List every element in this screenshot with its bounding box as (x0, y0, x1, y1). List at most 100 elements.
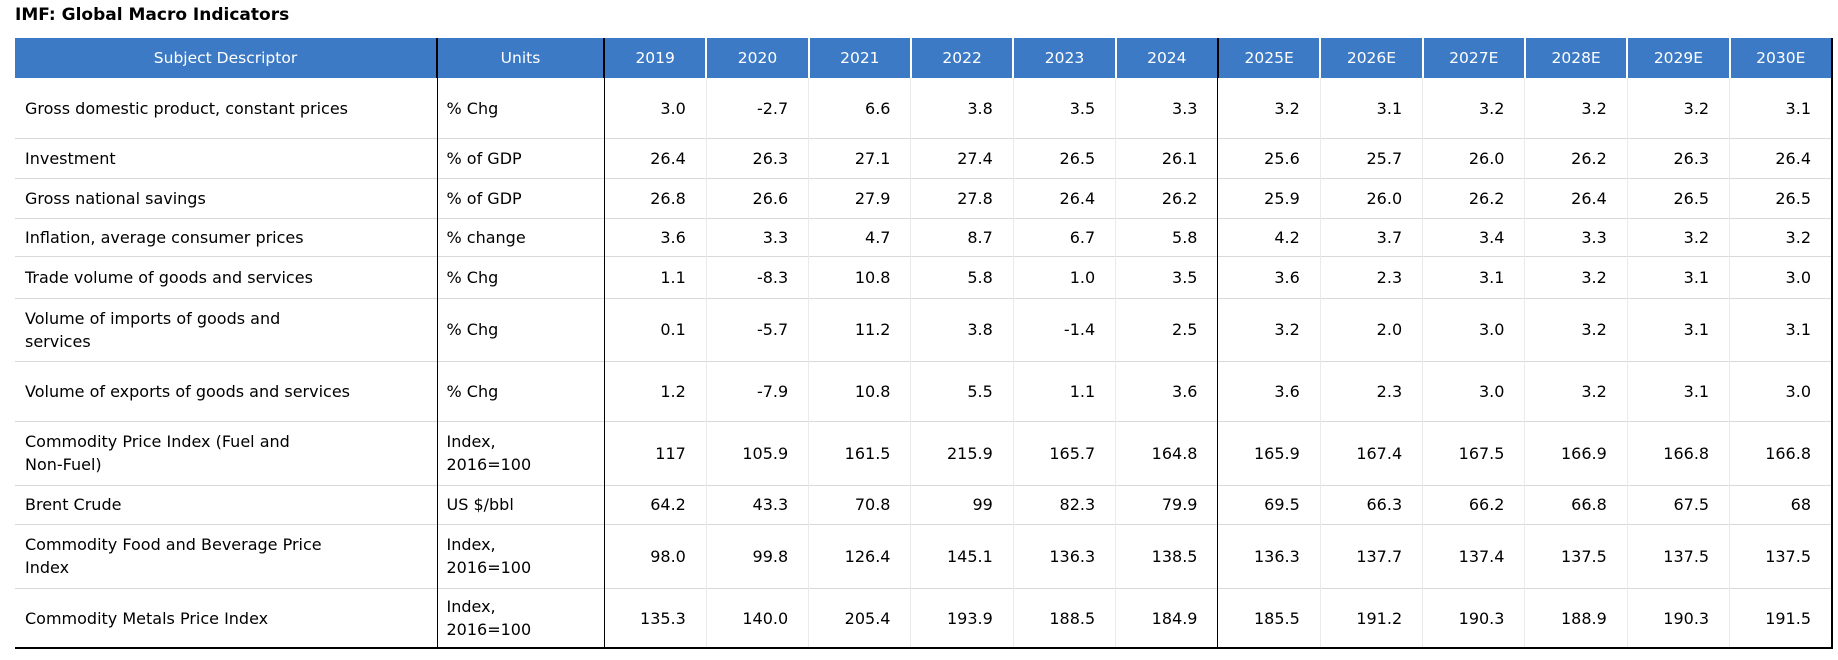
cell-value: 1.0 (1012, 255, 1116, 299)
cell-value: 184.9 (1115, 587, 1218, 649)
row-units: % Chg (436, 360, 604, 422)
cell-value: -2.7 (705, 78, 809, 139)
cell-value: 3.2 (1524, 297, 1628, 362)
cell-value: 1.2 (603, 360, 707, 422)
cell-value: 10.8 (808, 360, 911, 422)
cell-value: 140.0 (705, 587, 809, 649)
cell-value: 165.9 (1217, 420, 1321, 486)
units-label: Index, 2016=100 (446, 432, 532, 475)
units-label: % of GDP (446, 188, 522, 208)
row-descriptor: Volume of exports of goods and services (15, 360, 437, 422)
cell-value: 0.1 (603, 297, 707, 362)
units-label: % Chg (446, 267, 499, 287)
cell-value: 25.6 (1217, 137, 1321, 179)
cell-value: 117 (603, 420, 707, 486)
cell-value: 82.3 (1012, 484, 1116, 525)
cell-value: 3.0 (1422, 297, 1525, 362)
cell-value: 26.1 (1115, 137, 1218, 179)
cell-value: 79.9 (1115, 484, 1218, 525)
row-units: % of GDP (436, 177, 604, 219)
cell-value: 3.2 (1626, 78, 1730, 139)
row-units: % Chg (436, 297, 604, 362)
cell-value: 11.2 (808, 297, 911, 362)
cell-value: 3.2 (1524, 360, 1628, 422)
cell-value: 3.6 (1217, 255, 1321, 299)
cell-value: 3.2 (1217, 78, 1321, 139)
cell-value: 3.1 (1729, 78, 1832, 139)
cell-value: 3.0 (1729, 255, 1832, 299)
column-header-subject-descriptor: Subject Descriptor (15, 38, 437, 79)
units-label: % Chg (446, 98, 499, 118)
table-row: Gross domestic product, constant prices%… (15, 78, 1832, 139)
column-header-2025e: 2025E (1216, 38, 1321, 79)
column-header-2023: 2023 (1012, 38, 1116, 79)
cell-value: 190.3 (1626, 587, 1730, 649)
cell-value: 3.7 (1319, 217, 1423, 257)
cell-value: 166.8 (1626, 420, 1730, 486)
column-header-2021: 2021 (807, 38, 911, 79)
cell-value: 165.7 (1012, 420, 1116, 486)
column-header-2029e: 2029E (1626, 38, 1730, 79)
cell-value: 190.3 (1422, 587, 1525, 649)
cell-value: 137.5 (1524, 523, 1628, 589)
row-units: US $/bbl (436, 484, 604, 525)
cell-value: 185.5 (1217, 587, 1321, 649)
row-units: % Chg (436, 255, 604, 299)
cell-value: 26.5 (1626, 177, 1730, 219)
row-descriptor: Commodity Metals Price Index (15, 587, 437, 649)
cell-value: 3.1 (1626, 297, 1730, 362)
cell-value: 166.9 (1524, 420, 1628, 486)
cell-value: 137.5 (1626, 523, 1730, 589)
units-label: % change (446, 227, 526, 247)
cell-value: 4.2 (1217, 217, 1321, 257)
table-row: Volume of exports of goods and services%… (15, 360, 1832, 422)
cell-value: 68 (1729, 484, 1832, 525)
cell-value: -5.7 (705, 297, 809, 362)
column-header-2026e: 2026E (1319, 38, 1423, 79)
cell-value: 66.8 (1524, 484, 1628, 525)
cell-value: 3.2 (1217, 297, 1321, 362)
cell-value: 27.8 (910, 177, 1014, 219)
row-descriptor: Volume of imports of goods and services (15, 297, 437, 362)
cell-value: 26.4 (1012, 177, 1116, 219)
table-row: Brent Crude US $/bbl 64.2 43.3 70.8 99 82.3 79.… (15, 484, 1832, 525)
cell-value: -1.4 (1012, 297, 1116, 362)
cell-value: 43.3 (705, 484, 809, 525)
cell-value: 3.5 (1115, 255, 1218, 299)
row-descriptor: Brent Crude (15, 484, 437, 525)
cell-value: 188.9 (1524, 587, 1628, 649)
cell-value: 26.5 (1012, 137, 1116, 179)
cell-value: 3.0 (1422, 360, 1525, 422)
cell-value: 64.2 (603, 484, 707, 525)
cell-value: 5.8 (1115, 217, 1218, 257)
row-units: % of GDP (436, 137, 604, 179)
cell-value: 26.6 (705, 177, 809, 219)
cell-value: 3.2 (1626, 217, 1730, 257)
cell-value: 126.4 (808, 523, 911, 589)
table-row: Gross national savings% of GDP 26.8 26.6 27… (15, 177, 1832, 219)
cell-value: 145.1 (910, 523, 1014, 589)
cell-value: 27.9 (808, 177, 911, 219)
cell-value: 193.9 (910, 587, 1014, 649)
cell-value: 26.0 (1319, 177, 1423, 219)
table-body: Gross domestic product, constant prices%… (15, 78, 1832, 649)
units-label: % Chg (446, 381, 499, 401)
cell-value: 98.0 (603, 523, 707, 589)
cell-value: 2.0 (1319, 297, 1423, 362)
cell-value: 10.8 (808, 255, 911, 299)
cell-value: 99.8 (705, 523, 809, 589)
cell-value: 26.0 (1422, 137, 1525, 179)
cell-value: 3.1 (1729, 297, 1832, 362)
cell-value: 26.4 (603, 137, 707, 179)
page-title: IMF: Global Macro Indicators (15, 5, 290, 25)
row-descriptor: Investment (15, 137, 437, 179)
cell-value: 26.3 (705, 137, 809, 179)
cell-value: 137.5 (1729, 523, 1832, 589)
column-header-2030e: 2030E (1728, 38, 1832, 79)
macro-indicators-table: Subject Descriptor Units 2019 2020 2021 2022 2… (15, 38, 1833, 650)
row-descriptor: Gross domestic product, constant prices (15, 78, 437, 139)
cell-value: 3.3 (1524, 217, 1628, 257)
cell-value: 26.2 (1422, 177, 1525, 219)
column-header-2027e: 2027E (1421, 38, 1525, 79)
cell-value: 137.7 (1319, 523, 1423, 589)
